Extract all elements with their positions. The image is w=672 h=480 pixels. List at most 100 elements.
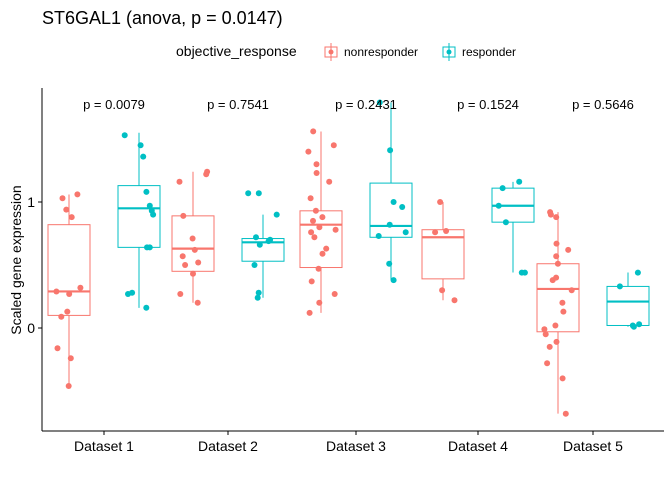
data-point	[386, 221, 393, 228]
data-point	[319, 250, 326, 257]
legend-item-nonresponder: nonresponder	[324, 43, 418, 61]
data-point	[636, 321, 643, 328]
data-point	[553, 240, 560, 247]
data-point	[182, 262, 189, 268]
data-point	[326, 178, 333, 185]
data-point	[254, 294, 261, 301]
box-iqr	[369, 182, 413, 238]
data-point	[330, 142, 337, 149]
data-point	[189, 235, 196, 242]
data-point	[305, 148, 312, 155]
data-point	[629, 322, 636, 329]
data-point	[129, 289, 136, 296]
data-point	[253, 234, 259, 241]
data-point	[67, 355, 74, 362]
data-point	[560, 308, 567, 315]
data-point	[315, 265, 322, 272]
data-point	[432, 229, 439, 236]
x-tick-label: Dataset 4	[448, 438, 508, 454]
data-point	[386, 260, 393, 267]
box-nonresponder-2	[171, 168, 215, 306]
chart-title: ST6GAL1 (anova, p = 0.0147)	[42, 8, 283, 28]
data-point	[59, 195, 66, 202]
data-point	[307, 195, 314, 202]
data-point	[568, 287, 575, 294]
box-responder-2	[241, 190, 285, 301]
p-value-label: p = 0.2431	[335, 97, 397, 112]
data-point	[179, 253, 186, 260]
box-nonresponder-1	[47, 191, 91, 389]
data-point	[310, 128, 317, 135]
data-point	[544, 360, 551, 367]
data-point	[308, 229, 315, 236]
data-point	[204, 168, 211, 175]
data-point	[58, 313, 65, 320]
data-point	[195, 259, 202, 266]
data-point	[332, 226, 339, 233]
data-point	[439, 287, 446, 294]
data-point	[554, 260, 561, 267]
data-point	[245, 190, 252, 197]
box-nonresponder-4	[421, 199, 465, 304]
data-point	[267, 236, 274, 243]
data-point	[547, 209, 554, 216]
data-point	[553, 274, 560, 281]
x-ticks: Dataset 1 Dataset 2 Dataset 3 Dataset 4 Data…	[74, 431, 623, 454]
data-point	[308, 278, 315, 285]
data-point	[399, 204, 406, 210]
data-point	[64, 308, 71, 315]
data-point	[255, 190, 262, 197]
data-point	[495, 202, 502, 209]
data-point	[552, 322, 559, 329]
data-point	[146, 202, 153, 209]
data-point	[376, 99, 383, 106]
data-point	[316, 224, 323, 231]
data-point	[313, 161, 320, 168]
data-point	[542, 331, 549, 338]
data-point	[143, 188, 150, 195]
data-point	[553, 214, 560, 221]
legend-label: nonresponder	[344, 45, 418, 59]
data-point	[53, 288, 60, 295]
data-point	[311, 234, 318, 241]
data-point	[256, 241, 263, 248]
data-point	[331, 291, 338, 297]
data-point	[310, 217, 316, 224]
data-point	[559, 375, 566, 382]
data-point	[437, 199, 444, 205]
legend: objective_response nonresponder responder	[176, 43, 516, 61]
data-point	[306, 309, 313, 316]
data-point	[190, 270, 196, 277]
data-point	[255, 289, 262, 296]
data-point	[541, 326, 548, 333]
box-responder-1	[117, 132, 161, 311]
p-value-annotations: p = 0.0079 p = 0.7541 p = 0.2431 p = 0.1524…	[83, 97, 634, 112]
x-tick-label: Dataset 1	[74, 438, 134, 454]
data-point	[65, 383, 72, 389]
legend-title: objective_response	[176, 43, 297, 59]
legend-label: responder	[462, 45, 516, 59]
data-point	[177, 291, 184, 297]
data-point	[74, 191, 81, 198]
legend-item-responder: responder	[442, 43, 516, 61]
data-point	[499, 185, 506, 192]
box-iqr	[241, 238, 285, 262]
x-tick-label: Dataset 2	[198, 438, 258, 454]
box-iqr	[299, 210, 343, 269]
data-point	[559, 299, 566, 306]
box-iqr	[47, 224, 91, 316]
data-point	[313, 170, 320, 176]
legend-entries: nonresponder responder	[324, 43, 516, 61]
data-point	[616, 283, 623, 290]
data-point	[390, 199, 397, 205]
data-point	[316, 299, 323, 306]
data-point	[312, 207, 319, 214]
y-tick-label: 1	[27, 194, 35, 210]
box-responder-4	[491, 178, 535, 276]
box-iqr	[536, 263, 580, 333]
box-responder-3	[369, 99, 413, 284]
data-point	[387, 147, 394, 154]
data-point	[54, 345, 61, 352]
data-point	[148, 207, 155, 214]
